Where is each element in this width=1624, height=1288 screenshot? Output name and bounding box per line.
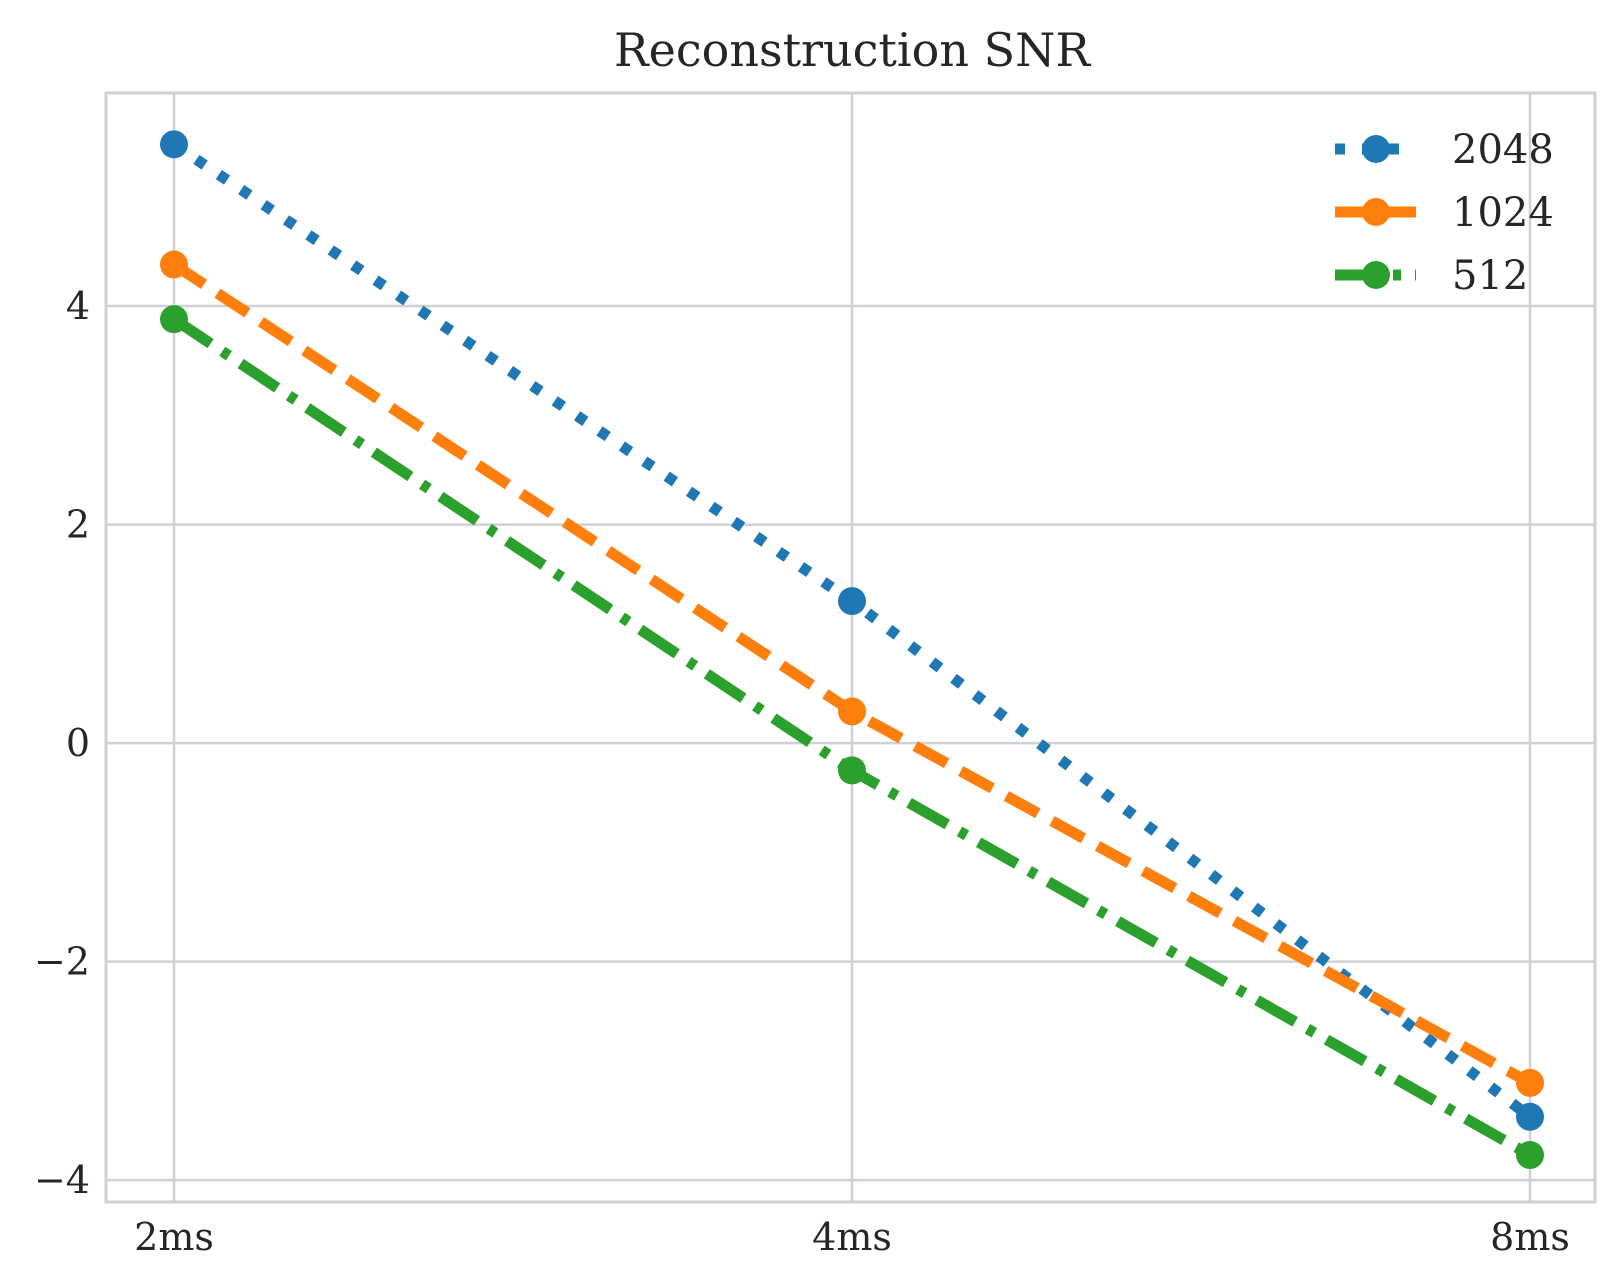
series-layer xyxy=(160,130,1544,1170)
x-tick-label: 4ms xyxy=(812,1215,892,1259)
data-point-1024-8ms xyxy=(1516,1068,1544,1097)
x-tick-label: 2ms xyxy=(134,1215,214,1259)
legend-swatch-marker xyxy=(1362,135,1390,163)
legend-label: 1024 xyxy=(1452,190,1554,236)
legend-swatch-marker xyxy=(1362,261,1390,289)
y-tick-label: 0 xyxy=(66,721,90,765)
data-point-512-2ms xyxy=(160,305,188,334)
grid xyxy=(106,93,1595,1202)
legend-swatch-marker xyxy=(1362,198,1390,226)
legend-item-1024: 1024 xyxy=(1335,190,1554,236)
series-2048 xyxy=(160,130,1544,1131)
y-tick-label: −2 xyxy=(34,940,90,984)
legend-label: 512 xyxy=(1452,253,1528,299)
data-point-1024-2ms xyxy=(160,250,188,279)
data-point-1024-4ms xyxy=(838,697,866,726)
legend-label: 2048 xyxy=(1452,127,1554,173)
legend: 2048 1024 512 xyxy=(1335,127,1554,299)
x-tick-label: 8ms xyxy=(1490,1215,1570,1259)
axis-labels: −4 −2 0 2 4 2ms 4ms 8ms xyxy=(34,284,1570,1259)
data-point-2048-8ms xyxy=(1516,1102,1544,1131)
data-point-512-4ms xyxy=(838,756,866,785)
series-512 xyxy=(160,305,1544,1170)
plot-frame xyxy=(104,91,1597,1204)
y-tick-label: 4 xyxy=(66,284,90,328)
series-1024 xyxy=(160,250,1544,1097)
y-tick-label: −4 xyxy=(34,1158,90,1202)
legend-item-2048: 2048 xyxy=(1335,127,1554,173)
y-tick-label: 2 xyxy=(66,503,90,547)
legend-item-512: 512 xyxy=(1335,253,1528,299)
data-point-2048-2ms xyxy=(160,130,188,159)
data-point-512-8ms xyxy=(1516,1141,1544,1170)
data-point-2048-4ms xyxy=(838,587,866,616)
chart-title: Reconstruction SNR xyxy=(614,23,1091,77)
